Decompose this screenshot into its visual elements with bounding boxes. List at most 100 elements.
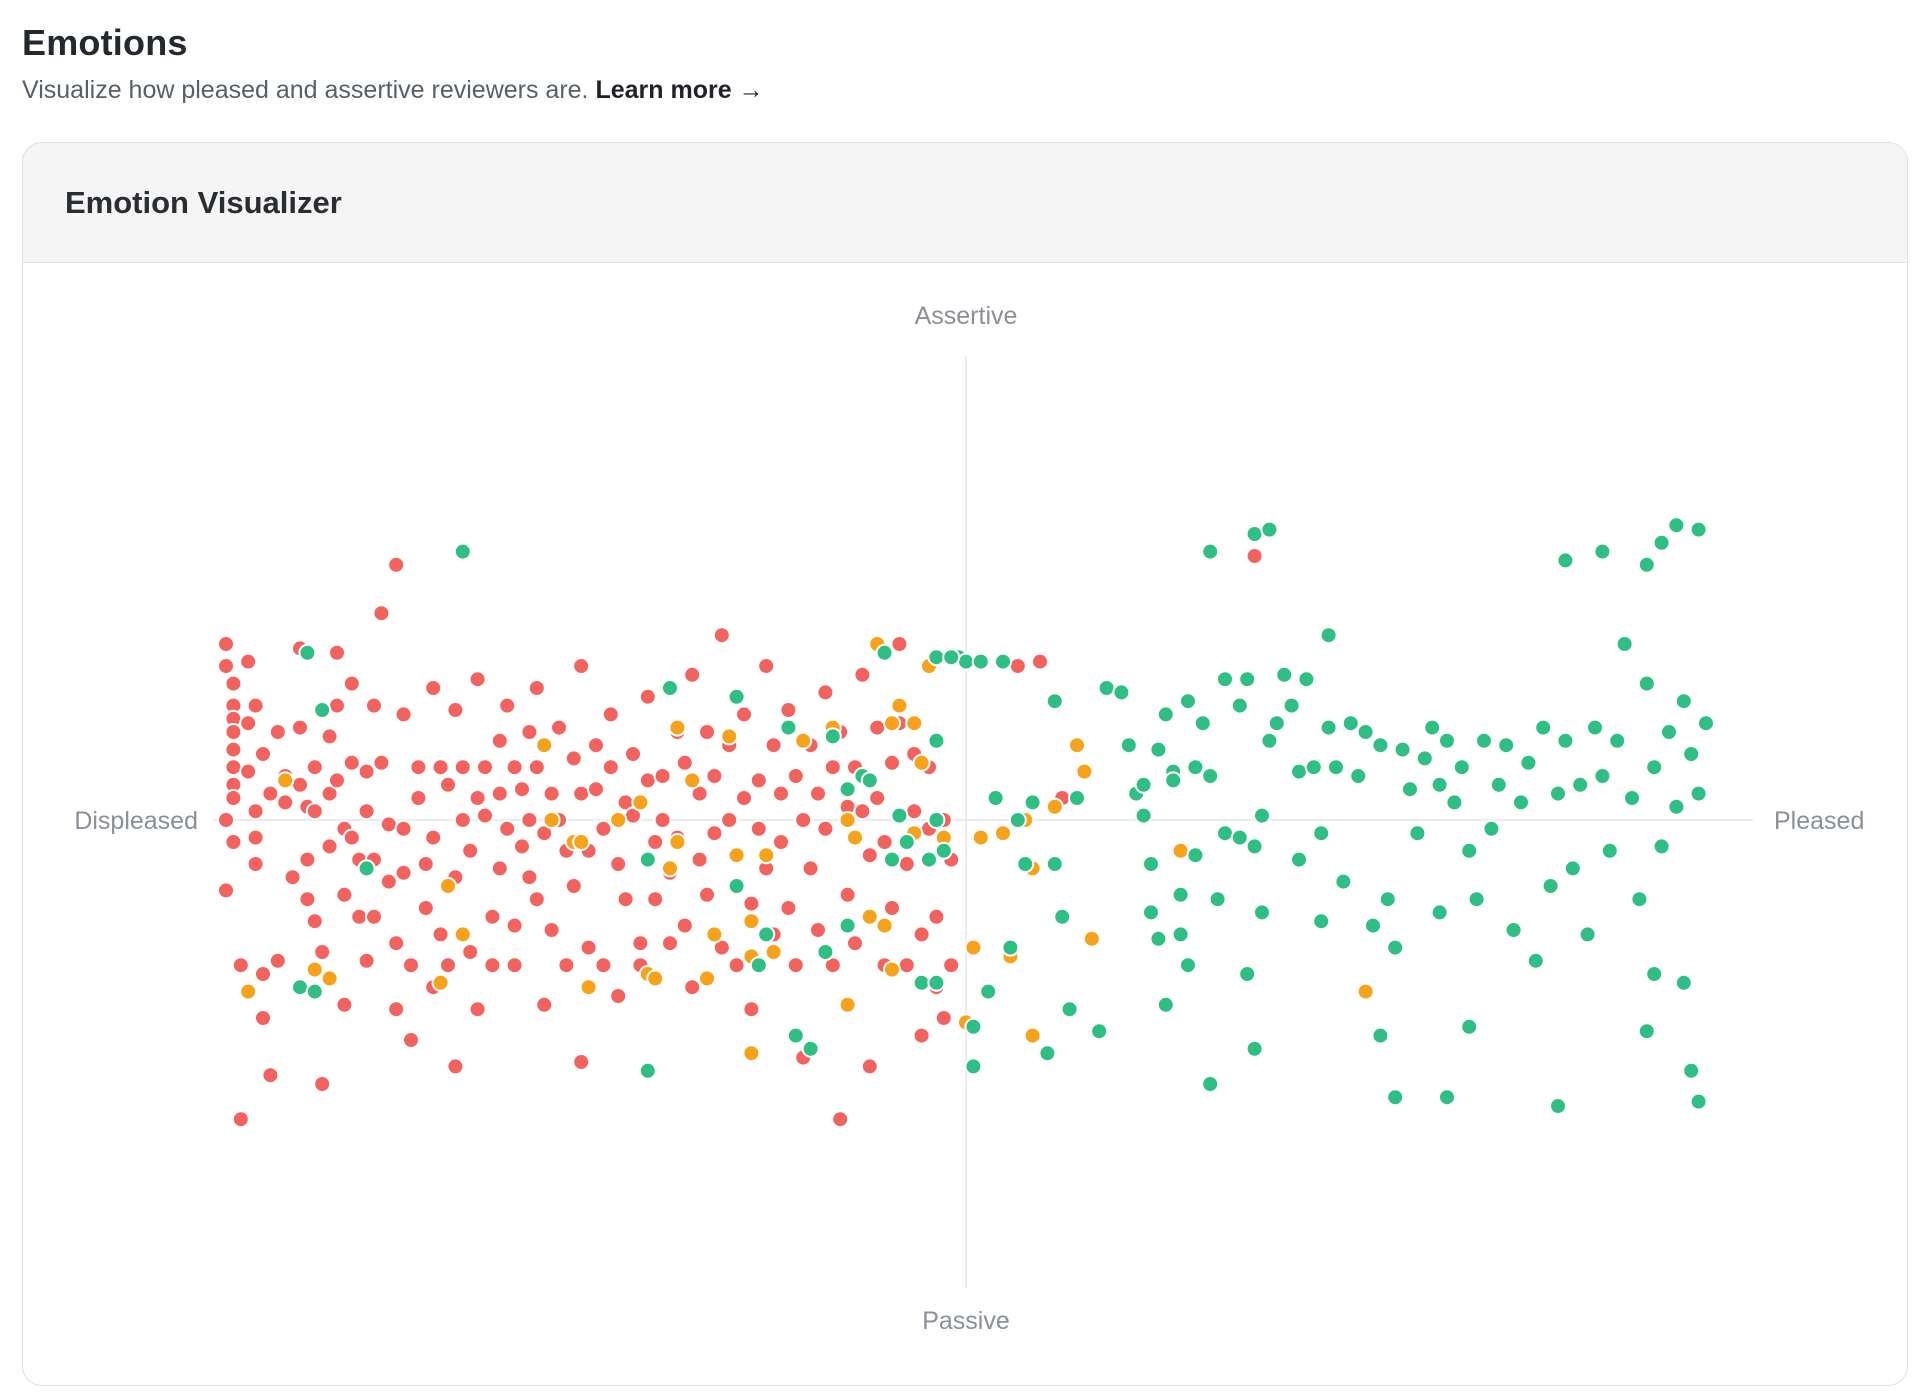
data-point-positive[interactable] [1164,771,1183,790]
data-point-negative[interactable] [239,652,258,671]
data-point-negative[interactable] [224,789,243,807]
data-point-positive[interactable] [1149,740,1168,759]
data-point-negative[interactable] [261,1066,280,1085]
data-point-positive[interactable] [1245,525,1264,543]
data-point-positive[interactable] [313,701,332,719]
data-point-neutral[interactable] [883,714,901,733]
data-point-negative[interactable] [305,758,324,777]
data-point-negative[interactable] [564,749,583,768]
data-point-positive[interactable] [1060,1000,1079,1019]
data-point-negative[interactable] [557,956,576,975]
data-point-negative[interactable] [1008,657,1027,675]
data-point-positive[interactable] [1349,767,1368,785]
data-point-negative[interactable] [335,885,354,904]
data-point-neutral[interactable] [875,916,894,935]
data-point-negative[interactable] [461,943,480,961]
data-point-positive[interactable] [1378,890,1397,909]
data-point-negative[interactable] [490,784,509,803]
data-point-negative[interactable] [453,811,472,829]
data-point-positive[interactable] [1452,758,1471,777]
data-point-neutral[interactable] [453,925,472,944]
data-point-neutral[interactable] [320,969,339,988]
data-point-negative[interactable] [690,850,709,869]
data-point-positive[interactable] [749,956,768,975]
data-point-positive[interactable] [1623,789,1641,807]
data-point-negative[interactable] [846,934,864,953]
data-point-positive[interactable] [1682,745,1701,763]
data-point-negative[interactable] [246,696,265,715]
data-point-negative[interactable] [572,1053,591,1071]
data-point-positive[interactable] [1415,749,1434,768]
data-point-negative[interactable] [601,758,620,777]
data-point-neutral[interactable] [1171,841,1190,860]
data-point-negative[interactable] [431,758,450,777]
data-point-negative[interactable] [616,890,635,909]
data-point-negative[interactable] [550,718,568,737]
data-point-positive[interactable] [1238,965,1257,983]
data-point-negative[interactable] [453,758,472,777]
data-point-negative[interactable] [335,995,354,1014]
data-point-negative[interactable] [927,907,946,926]
data-point-positive[interactable] [927,973,946,992]
data-point-negative[interactable] [609,987,628,1005]
data-point-positive[interactable] [1674,973,1693,992]
data-point-negative[interactable] [594,956,613,975]
data-point-neutral[interactable] [757,846,776,865]
data-point-positive[interactable] [801,1039,820,1058]
data-point-neutral[interactable] [846,828,864,847]
data-point-positive[interactable] [1475,731,1493,750]
data-point-negative[interactable] [675,916,694,935]
data-point-negative[interactable] [653,811,672,829]
data-point-negative[interactable] [712,938,731,957]
data-point-negative[interactable] [231,1110,250,1129]
data-point-negative[interactable] [868,718,887,737]
data-point-negative[interactable] [520,811,539,829]
data-point-positive[interactable] [883,850,901,869]
data-point-positive[interactable] [1008,811,1027,829]
data-point-negative[interactable] [342,753,361,772]
data-point-negative[interactable] [313,943,332,961]
data-point-positive[interactable] [1134,806,1153,825]
data-point-positive[interactable] [1186,758,1205,777]
data-point-negative[interactable] [476,758,494,777]
data-point-positive[interactable] [1386,938,1405,957]
data-point-negative[interactable] [416,899,435,917]
data-point-negative[interactable] [749,819,768,838]
data-point-negative[interactable] [320,727,339,746]
data-point-negative[interactable] [912,1026,931,1045]
data-point-positive[interactable] [1615,635,1634,653]
data-point-negative[interactable] [283,868,302,887]
data-point-positive[interactable] [779,718,798,737]
data-point-negative[interactable] [217,881,235,900]
data-point-negative[interactable] [735,789,753,807]
data-point-neutral[interactable] [698,969,716,988]
data-point-positive[interactable] [1593,542,1612,561]
data-point-negative[interactable] [439,775,457,794]
data-point-positive[interactable] [1023,793,1042,812]
data-point-positive[interactable] [1297,670,1316,689]
data-point-negative[interactable] [875,833,894,851]
data-point-positive[interactable] [1660,723,1678,741]
data-point-positive[interactable] [1290,850,1308,869]
data-point-positive[interactable] [1290,762,1308,781]
data-point-negative[interactable] [572,657,591,675]
data-point-neutral[interactable] [838,995,857,1014]
data-point-negative[interactable] [461,841,480,860]
data-point-negative[interactable] [424,679,443,697]
data-point-negative[interactable] [883,899,901,917]
data-point-positive[interactable] [1393,740,1412,759]
data-point-neutral[interactable] [794,731,813,750]
data-point-neutral[interactable] [276,771,295,790]
data-point-negative[interactable] [372,753,391,772]
data-point-positive[interactable] [305,982,324,1001]
data-point-negative[interactable] [860,1057,879,1076]
data-point-positive[interactable] [786,1026,805,1045]
data-point-neutral[interactable] [305,960,324,979]
data-point-positive[interactable] [1571,775,1590,794]
data-point-negative[interactable] [786,767,805,785]
data-point-neutral[interactable] [1082,929,1101,948]
data-point-negative[interactable] [505,758,524,777]
data-point-negative[interactable] [942,956,961,975]
data-point-negative[interactable] [328,771,346,790]
data-point-positive[interactable] [661,679,679,697]
